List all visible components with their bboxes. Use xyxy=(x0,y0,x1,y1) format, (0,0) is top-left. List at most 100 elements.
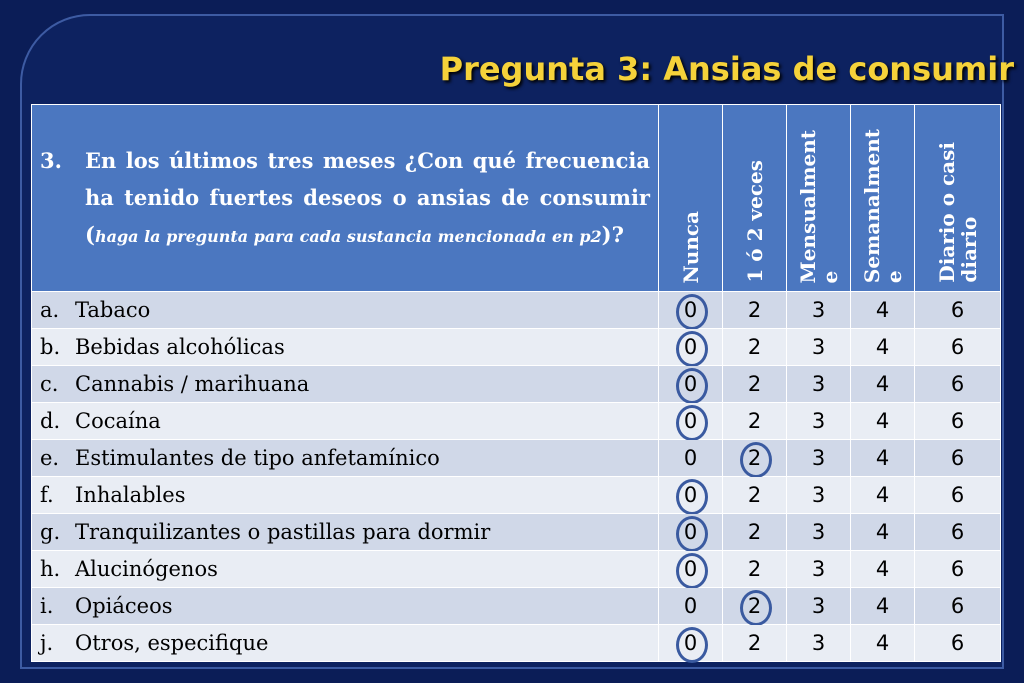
table-row: g. Tranquilizantes o pastillas para dormi… xyxy=(31,513,1001,552)
row-letter: b. xyxy=(40,335,61,359)
score-value: 2 xyxy=(747,483,762,507)
score-option[interactable]: 4 xyxy=(850,476,915,514)
score-option[interactable]: 0 xyxy=(658,513,723,552)
substance-label: i. Opiáceos xyxy=(31,587,659,625)
substance-rows: a. Tabaco 0 2 3 4 6 b. Bebidas alcohólicas 0 2 3 4 6 c… xyxy=(31,291,1001,663)
table-row: e. Estimulantes de tipo anfetamínico 0 2 3 4 6 xyxy=(31,439,1001,478)
score-option[interactable]: 0 xyxy=(658,624,723,663)
score-option[interactable]: 3 xyxy=(786,550,851,588)
score-option[interactable]: 0 xyxy=(658,291,723,330)
row-letter: d. xyxy=(40,409,61,433)
score-option[interactable]: 2 xyxy=(722,402,787,440)
score-option[interactable]: 0 xyxy=(658,587,723,625)
question-main: En los últimos tres meses ¿Con qué frecu… xyxy=(85,147,650,247)
score-value: 0 xyxy=(683,298,698,322)
score-value: 2 xyxy=(747,409,762,433)
score-option[interactable]: 3 xyxy=(786,291,851,329)
row-letter: f. xyxy=(40,483,54,507)
score-value: 2 xyxy=(747,446,762,470)
column-label: Semanalment e xyxy=(859,128,906,283)
score-value: 0 xyxy=(683,520,698,544)
score-option[interactable]: 4 xyxy=(850,328,915,366)
score-value: 0 xyxy=(683,557,698,581)
score-value: 6 xyxy=(950,335,965,359)
question-cell: 3. En los últimos tres meses ¿Con qué fr… xyxy=(31,104,659,292)
score-value: 0 xyxy=(683,594,698,618)
score-value: 6 xyxy=(950,372,965,396)
score-option[interactable]: 3 xyxy=(786,365,851,403)
score-option[interactable]: 3 xyxy=(786,624,851,662)
score-option[interactable]: 6 xyxy=(914,291,1001,329)
score-option[interactable]: 6 xyxy=(914,402,1001,440)
score-value: 3 xyxy=(811,335,826,359)
score-option[interactable]: 3 xyxy=(786,328,851,366)
score-option[interactable]: 2 xyxy=(722,328,787,366)
score-option[interactable]: 2 xyxy=(722,476,787,514)
score-option[interactable]: 0 xyxy=(658,402,723,441)
score-value: 0 xyxy=(683,631,698,655)
score-option[interactable]: 0 xyxy=(658,439,723,477)
score-value: 6 xyxy=(950,557,965,581)
substance-label: c. Cannabis / marihuana xyxy=(31,365,659,403)
row-letter: e. xyxy=(40,446,60,470)
score-option[interactable]: 4 xyxy=(850,624,915,662)
score-option[interactable]: 2 xyxy=(722,291,787,329)
score-option[interactable]: 2 xyxy=(722,365,787,403)
substance-name: Alucinógenos xyxy=(75,557,218,581)
score-option[interactable]: 6 xyxy=(914,550,1001,588)
score-option[interactable]: 4 xyxy=(850,402,915,440)
substance-label: e. Estimulantes de tipo anfetamínico xyxy=(31,439,659,477)
score-option[interactable]: 6 xyxy=(914,587,1001,625)
score-option[interactable]: 6 xyxy=(914,328,1001,366)
score-option[interactable]: 3 xyxy=(786,439,851,477)
score-value: 6 xyxy=(950,520,965,544)
score-value: 6 xyxy=(950,446,965,470)
score-option[interactable]: 0 xyxy=(658,365,723,404)
score-option[interactable]: 6 xyxy=(914,513,1001,551)
score-value: 6 xyxy=(950,483,965,507)
score-option[interactable]: 2 xyxy=(722,550,787,588)
substance-name: Tabaco xyxy=(75,298,151,322)
score-option[interactable]: 4 xyxy=(850,550,915,588)
score-option[interactable]: 3 xyxy=(786,402,851,440)
column-header-1-2-veces: 1 ó 2 veces xyxy=(722,104,787,292)
score-option[interactable]: 0 xyxy=(658,328,723,367)
score-option[interactable]: 2 xyxy=(722,587,787,626)
score-value: 6 xyxy=(950,409,965,433)
score-value: 4 xyxy=(875,446,890,470)
table-row: a. Tabaco 0 2 3 4 6 xyxy=(31,291,1001,330)
score-option[interactable]: 3 xyxy=(786,587,851,625)
score-option[interactable]: 2 xyxy=(722,439,787,478)
score-option[interactable]: 6 xyxy=(914,365,1001,403)
score-option[interactable]: 6 xyxy=(914,476,1001,514)
score-option[interactable]: 4 xyxy=(850,291,915,329)
score-option[interactable]: 2 xyxy=(722,624,787,662)
substance-label: b. Bebidas alcohólicas xyxy=(31,328,659,366)
score-value: 2 xyxy=(747,298,762,322)
score-option[interactable]: 6 xyxy=(914,624,1001,662)
score-option[interactable]: 3 xyxy=(786,513,851,551)
score-value: 4 xyxy=(875,335,890,359)
substance-name: Estimulantes de tipo anfetamínico xyxy=(75,446,440,470)
score-value: 3 xyxy=(811,631,826,655)
score-value: 0 xyxy=(683,335,698,359)
row-letter: h. xyxy=(40,557,61,581)
score-option[interactable]: 4 xyxy=(850,513,915,551)
score-option[interactable]: 6 xyxy=(914,439,1001,477)
score-value: 2 xyxy=(747,335,762,359)
score-option[interactable]: 0 xyxy=(658,550,723,589)
score-option[interactable]: 4 xyxy=(850,587,915,625)
score-value: 4 xyxy=(875,557,890,581)
score-option[interactable]: 3 xyxy=(786,476,851,514)
score-option[interactable]: 4 xyxy=(850,439,915,477)
score-option[interactable]: 2 xyxy=(722,513,787,551)
score-option[interactable]: 0 xyxy=(658,476,723,515)
score-value: 3 xyxy=(811,446,826,470)
score-option[interactable]: 4 xyxy=(850,365,915,403)
column-label: Mensualment e xyxy=(795,129,842,283)
survey-table: 3. En los últimos tres meses ¿Con qué fr… xyxy=(31,104,1001,663)
score-value: 0 xyxy=(683,483,698,507)
score-value: 0 xyxy=(683,409,698,433)
substance-name: Bebidas alcohólicas xyxy=(75,335,285,359)
question-number: 3. xyxy=(40,147,62,173)
